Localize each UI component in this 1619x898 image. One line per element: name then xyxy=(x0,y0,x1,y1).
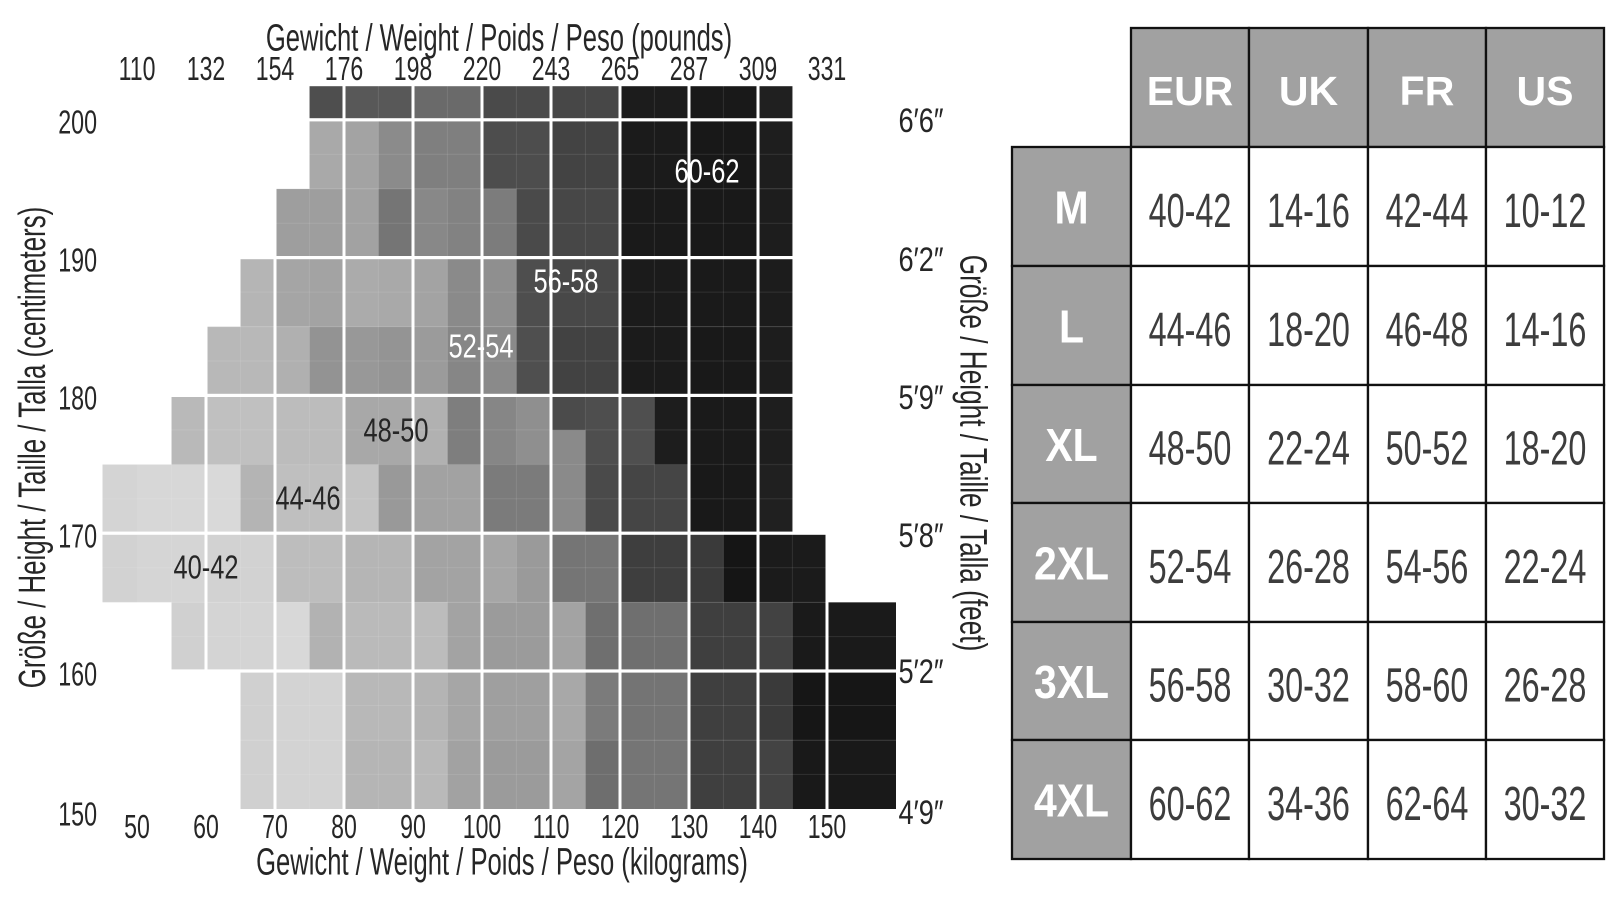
svg-text:Gewicht / Weight / Poids / Pes: Gewicht / Weight / Poids / Peso (kilogra… xyxy=(256,840,748,882)
svg-text:22-24: 22-24 xyxy=(1504,540,1587,594)
svg-text:M: M xyxy=(1054,184,1088,235)
svg-text:50-52: 50-52 xyxy=(1386,421,1469,475)
svg-text:14-16: 14-16 xyxy=(1267,184,1350,238)
svg-text:100: 100 xyxy=(463,809,502,846)
svg-text:5′2″: 5′2″ xyxy=(899,652,944,691)
svg-text:58-60: 58-60 xyxy=(1386,658,1469,712)
svg-text:60-62: 60-62 xyxy=(675,153,740,190)
svg-text:2XL: 2XL xyxy=(1034,540,1109,591)
svg-text:110: 110 xyxy=(533,809,570,846)
svg-text:150: 150 xyxy=(58,797,97,834)
svg-text:160: 160 xyxy=(58,657,97,694)
svg-text:110: 110 xyxy=(119,51,156,88)
svg-text:34-36: 34-36 xyxy=(1267,777,1350,831)
svg-text:3XL: 3XL xyxy=(1034,658,1109,709)
svg-text:52-54: 52-54 xyxy=(1149,540,1232,594)
svg-text:FR: FR xyxy=(1400,68,1455,114)
svg-text:18-20: 18-20 xyxy=(1267,303,1350,357)
svg-text:52-54: 52-54 xyxy=(449,328,514,365)
svg-text:56-58: 56-58 xyxy=(534,263,599,300)
svg-text:60: 60 xyxy=(193,809,219,846)
svg-text:80: 80 xyxy=(331,809,357,846)
svg-text:265: 265 xyxy=(601,51,640,88)
svg-text:30-32: 30-32 xyxy=(1267,658,1350,712)
svg-text:5′8″: 5′8″ xyxy=(899,516,944,555)
svg-text:40-42: 40-42 xyxy=(174,549,239,586)
svg-text:243: 243 xyxy=(532,51,571,88)
svg-text:26-28: 26-28 xyxy=(1504,658,1587,712)
svg-text:287: 287 xyxy=(670,51,709,88)
svg-text:48-50: 48-50 xyxy=(1149,421,1232,475)
svg-text:309: 309 xyxy=(739,51,778,88)
svg-text:44-46: 44-46 xyxy=(1149,303,1232,357)
svg-text:46-48: 46-48 xyxy=(1386,303,1469,357)
svg-text:56-58: 56-58 xyxy=(1149,658,1232,712)
svg-text:130: 130 xyxy=(670,809,709,846)
svg-text:154: 154 xyxy=(256,51,295,88)
svg-text:10-12: 10-12 xyxy=(1504,184,1587,238)
svg-text:198: 198 xyxy=(394,51,433,88)
svg-text:4′9″: 4′9″ xyxy=(899,793,944,832)
svg-text:220: 220 xyxy=(463,51,502,88)
svg-text:EUR: EUR xyxy=(1147,68,1234,114)
svg-text:170: 170 xyxy=(58,519,97,556)
svg-text:200: 200 xyxy=(58,105,97,142)
svg-text:150: 150 xyxy=(808,809,847,846)
svg-text:Größe / Height / Taille / Tall: Größe / Height / Taille / Talla (feet) xyxy=(952,255,995,652)
svg-text:42-44: 42-44 xyxy=(1386,184,1469,238)
svg-text:26-28: 26-28 xyxy=(1267,540,1350,594)
svg-text:70: 70 xyxy=(262,809,288,846)
svg-text:40-42: 40-42 xyxy=(1149,184,1232,238)
svg-text:50: 50 xyxy=(124,809,150,846)
svg-text:60-62: 60-62 xyxy=(1149,777,1232,831)
svg-text:6′2″: 6′2″ xyxy=(899,240,944,279)
svg-text:132: 132 xyxy=(187,51,226,88)
svg-text:180: 180 xyxy=(58,381,97,418)
svg-text:L: L xyxy=(1059,303,1084,354)
svg-text:331: 331 xyxy=(808,51,847,88)
svg-text:Gewicht / Weight / Poids / Pes: Gewicht / Weight / Poids / Peso (pounds) xyxy=(266,16,732,58)
svg-text:UK: UK xyxy=(1279,68,1339,114)
svg-text:176: 176 xyxy=(325,51,364,88)
svg-text:140: 140 xyxy=(739,809,778,846)
svg-text:120: 120 xyxy=(601,809,640,846)
svg-text:54-56: 54-56 xyxy=(1386,540,1469,594)
svg-text:US: US xyxy=(1517,68,1574,114)
svg-text:190: 190 xyxy=(58,243,97,280)
svg-text:44-46: 44-46 xyxy=(276,480,341,517)
svg-text:48-50: 48-50 xyxy=(364,412,429,449)
svg-text:90: 90 xyxy=(400,809,426,846)
svg-text:5′9″: 5′9″ xyxy=(899,378,944,417)
svg-text:4XL: 4XL xyxy=(1034,777,1109,828)
svg-text:62-64: 62-64 xyxy=(1386,777,1469,831)
svg-text:Größe / Height / Taille / Tall: Größe / Height / Taille / Talla (centime… xyxy=(11,207,53,688)
svg-text:14-16: 14-16 xyxy=(1504,303,1587,357)
svg-text:XL: XL xyxy=(1045,421,1097,472)
svg-text:30-32: 30-32 xyxy=(1504,777,1587,831)
svg-text:6′6″: 6′6″ xyxy=(899,101,944,140)
svg-text:18-20: 18-20 xyxy=(1504,421,1587,475)
svg-text:22-24: 22-24 xyxy=(1267,421,1350,475)
